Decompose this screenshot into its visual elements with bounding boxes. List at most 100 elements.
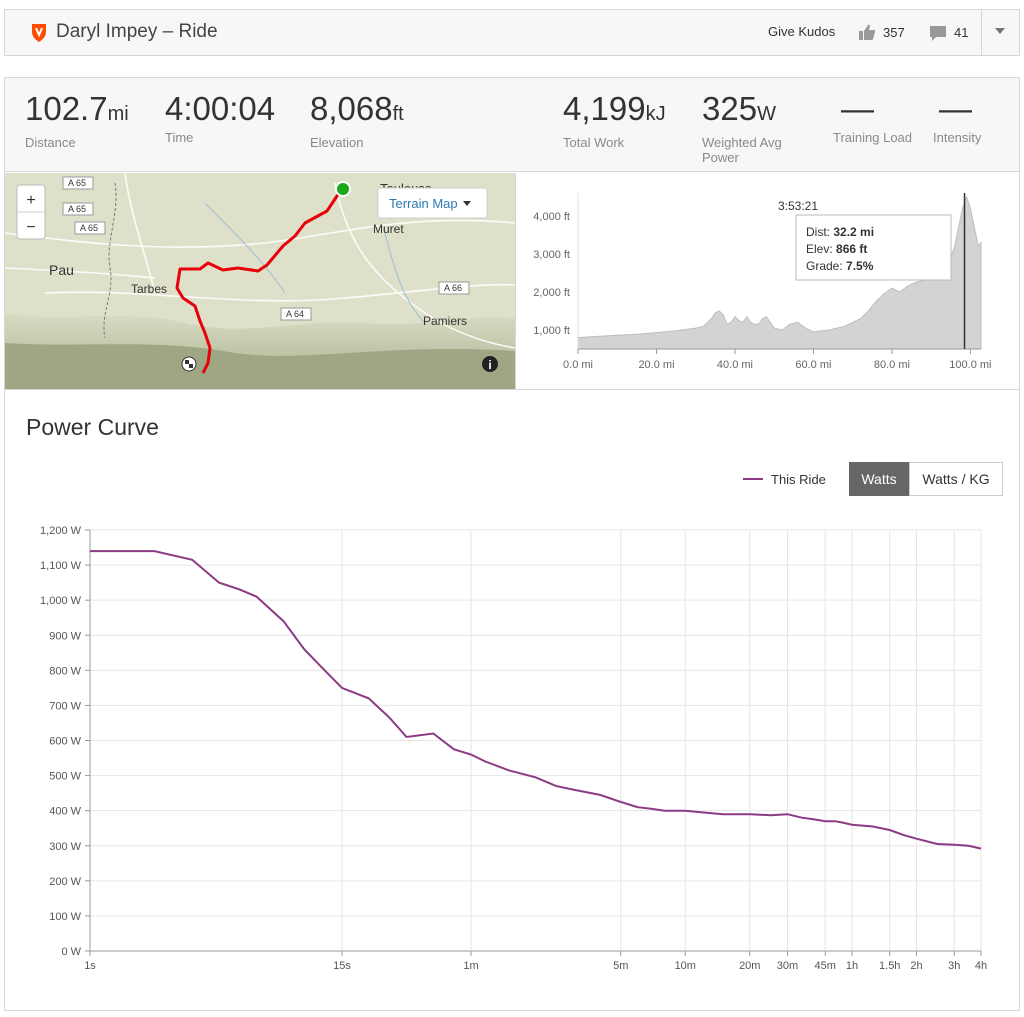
road-label: A 66 (444, 283, 462, 293)
stat-training-load[interactable]: — Training Load (833, 90, 912, 145)
x-tick-label: 3h (948, 960, 960, 972)
stat-time: 4:00:04 Time (165, 90, 275, 145)
cursor-time: 3:53:21 (778, 199, 818, 213)
stat-intensity[interactable]: — Intensity (933, 90, 981, 145)
stat-unit: W (757, 103, 776, 125)
road-label: A 65 (68, 204, 86, 214)
x-tick-label: 4h (975, 960, 987, 972)
stat-value: — (841, 90, 874, 127)
elevation-y-tick: 2,000 ft (533, 287, 570, 299)
header-divider (981, 10, 982, 55)
stat-label: Total Work (563, 135, 625, 150)
stat-distance: 102.7mi Distance (25, 90, 129, 150)
elevation-chart[interactable]: 1,000 ft 2,000 ft 3,000 ft 4,000 ft 0.0 mi 2… (516, 173, 1020, 389)
comment-count[interactable]: 41 (954, 25, 969, 40)
y-tick-label: 700 W (49, 700, 81, 712)
strava-shield-icon (32, 24, 46, 42)
activity-title: Daryl Impey – Ride (56, 21, 218, 42)
svg-text:Elev: 866 ft: Elev: 866 ft (806, 242, 867, 256)
elevation-profile[interactable]: 1,000 ft 2,000 ft 3,000 ft 4,000 ft 0.0 mi 2… (515, 173, 1019, 389)
terrain-map-label[interactable]: Terrain Map (389, 196, 458, 211)
y-tick-label: 600 W (49, 736, 81, 748)
stat-weighted-avg-power: 325W Weighted Avg Power (702, 90, 792, 165)
route-line (175, 189, 343, 374)
stat-unit: mi (107, 103, 129, 125)
elevation-y-tick: 1,000 ft (533, 325, 570, 337)
elevation-x-tick: 40.0 mi (717, 359, 753, 371)
x-tick-label: 10m (675, 960, 696, 972)
zoom-control: + − (16, 184, 46, 240)
finish-marker-icon (181, 356, 197, 372)
info-icon[interactable]: i (482, 356, 498, 372)
x-tick-label: 1m (463, 960, 478, 972)
y-tick-label: 400 W (49, 806, 81, 818)
y-tick-label: 1,100 W (40, 560, 82, 572)
x-tick-label: 1.5h (879, 960, 900, 972)
y-tick-label: 0 W (61, 946, 81, 958)
watts-per-kg-toggle-button[interactable]: Watts / KG (909, 462, 1003, 496)
kudos-count[interactable]: 357 (883, 25, 905, 40)
x-tick-label: 2h (910, 960, 922, 972)
svg-text:Grade: 7.5%: Grade: 7.5% (806, 259, 874, 273)
stat-value: 325 (702, 90, 758, 127)
legend-this-ride[interactable]: This Ride (771, 472, 826, 487)
legend-swatch (743, 478, 763, 480)
y-tick-label: 1,200 W (40, 525, 82, 537)
stat-value: 8,068 (310, 90, 393, 127)
comment-icon[interactable] (929, 24, 947, 42)
thumbs-up-icon[interactable] (858, 23, 876, 41)
x-tick-label: 5m (613, 960, 628, 972)
zoom-out-button[interactable]: − (26, 219, 35, 236)
stat-elevation: 8,068ft Elevation (310, 90, 404, 150)
y-tick-label: 500 W (49, 771, 81, 783)
stat-value: 102.7 (25, 90, 108, 127)
map-label-pamiers: Pamiers (423, 314, 467, 328)
stat-unit: ft (392, 103, 404, 125)
give-kudos-link[interactable]: Give Kudos (768, 24, 836, 39)
x-tick-label: 45m (815, 960, 836, 972)
tooltip-dist: 32.2 mi (833, 225, 874, 239)
road-label: A 65 (68, 178, 86, 188)
y-tick-label: 1,000 W (40, 595, 82, 607)
stat-label: Elevation (310, 135, 364, 150)
elevation-x-tick: 80.0 mi (874, 359, 910, 371)
watts-toggle-button[interactable]: Watts (849, 462, 909, 496)
elevation-x-tick: 60.0 mi (795, 359, 831, 371)
chevron-down-icon[interactable] (995, 28, 1005, 34)
elevation-x-tick: 100.0 mi (949, 359, 991, 371)
tooltip-grade-label: Grade: (806, 259, 843, 273)
x-tick-label: 30m (777, 960, 798, 972)
elevation-x-tick: 20.0 mi (638, 359, 674, 371)
tooltip-dist-label: Dist: (806, 225, 830, 239)
elevation-y-tick: 3,000 ft (533, 249, 570, 261)
stats-bar: 102.7mi Distance 4:00:04 Time 8,068ft El… (5, 78, 1019, 172)
elevation-area (577, 195, 982, 350)
power-curve-line (90, 550, 982, 850)
stat-label: Intensity (933, 130, 982, 145)
map-label-tarbes: Tarbes (131, 282, 167, 296)
y-tick-label: 200 W (49, 876, 81, 888)
x-tick-label: 20m (739, 960, 760, 972)
route-map[interactable]: Toulouse Muret Pau Tarbes Pamiers A 65 A… (5, 173, 515, 389)
section-divider (5, 389, 1019, 390)
svg-text:Dist: 32.2 mi: Dist: 32.2 mi (806, 225, 874, 239)
stat-label: Weighted Avg Power (702, 135, 782, 165)
tooltip-grade: 7.5% (846, 259, 874, 273)
y-tick-label: 100 W (49, 911, 81, 923)
x-tick-label: 15s (333, 960, 351, 972)
elevation-tooltip: Dist: 32.2 mi Elev: 866 ft Grade: 7.5% (795, 214, 952, 281)
power-curve-svg[interactable]: 1,200 W 1,100 W 1,000 W 900 W 800 W 700 W 600 … (5, 508, 1019, 1008)
power-curve-chart[interactable]: 1,200 W 1,100 W 1,000 W 900 W 800 W 700 W 600 … (5, 508, 1019, 1008)
tooltip-elev-label: Elev: (806, 242, 833, 256)
zoom-in-button[interactable]: + (26, 192, 35, 209)
power-curve-title: Power Curve (26, 414, 159, 440)
stat-value: — (939, 90, 972, 127)
y-tick-label: 300 W (49, 841, 81, 853)
activity-panel: 102.7mi Distance 4:00:04 Time 8,068ft El… (4, 77, 1020, 1011)
map-label-muret: Muret (373, 222, 404, 236)
terrain-map-dropdown[interactable]: Terrain Map (377, 187, 488, 219)
map-canvas[interactable]: Toulouse Muret Pau Tarbes Pamiers A 65 A… (5, 173, 515, 389)
start-marker (335, 181, 351, 197)
y-tick-label: 900 W (49, 630, 81, 642)
stat-label: Training Load (833, 130, 913, 145)
